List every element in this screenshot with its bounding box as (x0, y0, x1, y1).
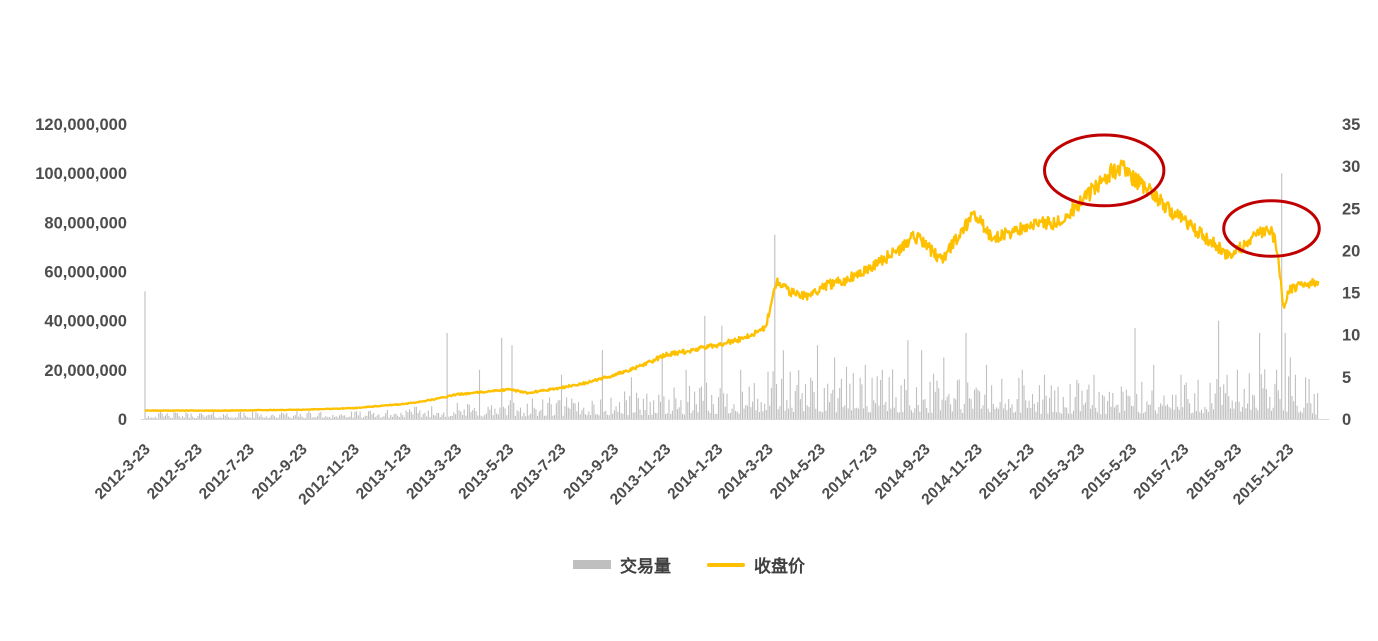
highlight-ellipse-2 (1222, 199, 1321, 258)
y-axis-left-tick-label: 20,000,000 (44, 362, 127, 380)
y-axis-left-tick-label: 60,000,000 (44, 264, 127, 282)
y-axis-right-tick-label: 30 (1342, 158, 1360, 176)
x-axis-tick-label: 2013-3-23 (403, 441, 465, 503)
y-axis-right-tick-label: 0 (1342, 411, 1351, 429)
y-axis-left-tick-label: 100,000,000 (35, 165, 127, 183)
y-axis-left-tick-label: 80,000,000 (44, 214, 127, 232)
x-axis-tick-label: 2014-3-23 (715, 441, 777, 503)
y-axis-right-tick-label: 5 (1342, 369, 1351, 387)
x-axis-tick-label: 2015-3-23 (1026, 441, 1088, 503)
volume-bar-swatch (573, 560, 611, 569)
legend-label-volume: 交易量 (620, 557, 671, 576)
x-axis-tick-label: 2014-5-23 (767, 441, 829, 503)
close-price-line (144, 159, 1320, 413)
volume-bars (144, 173, 1319, 419)
highlight-ellipse-1 (1043, 133, 1166, 208)
y-axis-left-tick-label: 120,000,000 (35, 116, 127, 134)
y-axis-right-tick-label: 25 (1342, 200, 1360, 218)
legend: 交易量 收盘价 (0, 552, 1378, 577)
y-axis-right-tick-label: 10 (1342, 327, 1360, 345)
x-axis-tick-label: 2013-7-23 (507, 441, 569, 503)
y-axis-left-tick-label: 40,000,000 (44, 313, 127, 331)
x-axis-tick-label: 2013-5-23 (455, 441, 517, 503)
y-axis-left-tick-label: 0 (118, 411, 127, 429)
close-price-line-swatch (707, 562, 745, 567)
x-axis-tick-label: 2012-7-23 (196, 441, 258, 503)
x-axis-tick-label: 2015-7-23 (1130, 441, 1192, 503)
x-axis-tick-label: 2012-3-23 (92, 441, 154, 503)
x-axis-tick-label: 2014-7-23 (819, 441, 881, 503)
legend-item-close-price[interactable]: 收盘价 (707, 552, 805, 577)
y-axis-right-tick-label: 20 (1342, 242, 1360, 260)
y-axis-right-tick-label: 35 (1342, 116, 1360, 134)
x-axis-tick-label: 2015-5-23 (1078, 441, 1140, 503)
x-axis-tick-label: 2012-5-23 (144, 441, 206, 503)
legend-item-volume[interactable]: 交易量 (573, 552, 671, 577)
y-axis-right-tick-label: 15 (1342, 285, 1360, 303)
legend-label-close-price: 收盘价 (754, 557, 805, 576)
